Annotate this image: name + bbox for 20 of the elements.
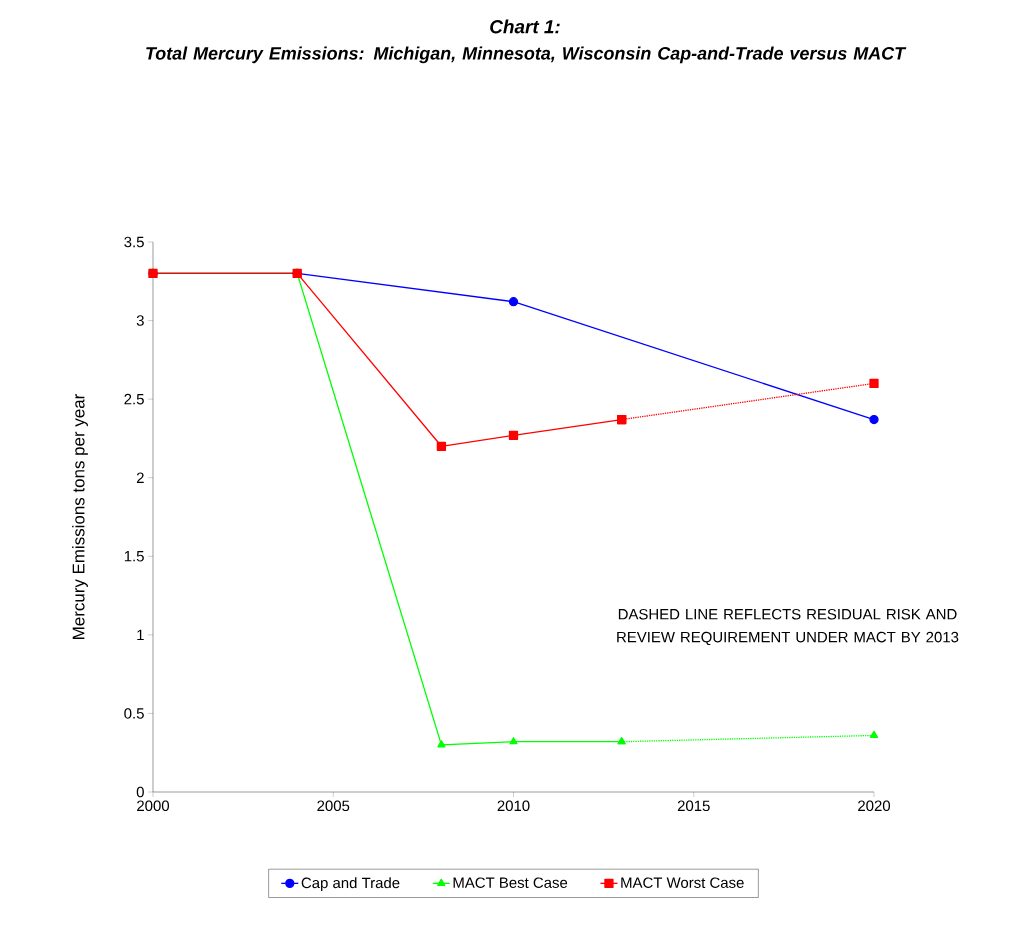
legend-label: MACT Best Case	[453, 877, 568, 888]
annotation: DASHED LINE REFLECTS RESIDUAL RISK AND REVIEW REQUIREMENT UNDER MACT BY 2013	[617, 608, 959, 646]
x-tick-label: 2005	[317, 800, 350, 812]
y-tick-label: 1.5	[124, 551, 144, 562]
y-tick-label: 1	[137, 629, 144, 640]
x-tick-label: 2020	[858, 800, 891, 812]
y-axis-title: Mercury Emissions tons per year	[72, 394, 88, 639]
y-tick-label: 3	[136, 315, 144, 326]
chart-title: Chart 1:	[490, 19, 560, 34]
y-tick-label: 2.5	[124, 393, 144, 405]
chart-subtitle: Total Mercury Emissions: Michigan, Minnesota, Wisconsin Cap-and-Trade versus MACT	[146, 46, 907, 64]
x-tick-label: 2010	[497, 800, 530, 812]
x-tick-label: 2015	[677, 800, 710, 812]
y-tick-label: 0.5	[124, 708, 144, 719]
legend-label: Cap and Trade	[301, 877, 400, 892]
y-tick-label: 2	[136, 472, 144, 483]
legend-label: MACT Worst Case	[621, 877, 744, 888]
y-tick-label: 3.5	[124, 236, 144, 248]
y-tick-label: 0	[136, 786, 144, 798]
x-tick-label: 2000	[137, 800, 170, 812]
